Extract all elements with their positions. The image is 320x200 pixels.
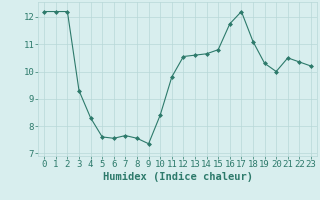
X-axis label: Humidex (Indice chaleur): Humidex (Indice chaleur) bbox=[103, 172, 252, 182]
